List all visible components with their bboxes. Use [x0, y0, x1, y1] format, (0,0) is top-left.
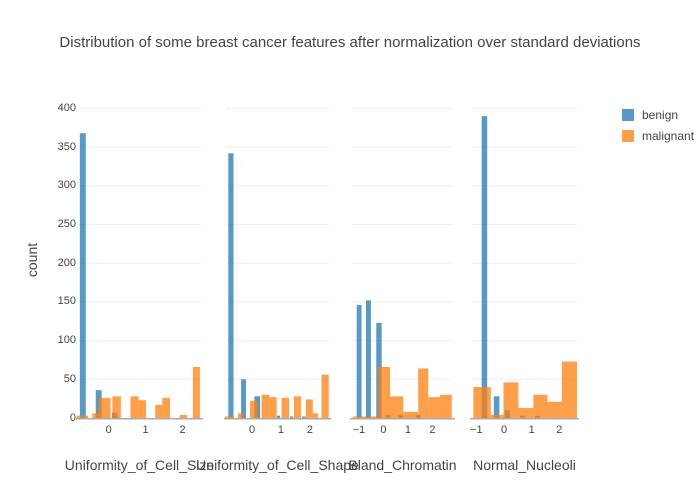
histogram-bar-malignant [490, 414, 504, 418]
x-axis-title-uniformity_of_cell_shape: Uniformity_of_Cell_Shape [196, 457, 359, 473]
histogram-bar-malignant [352, 416, 378, 418]
x-tick-label: 0 [500, 424, 508, 436]
histogram-bar-benign [356, 304, 362, 418]
histogram-bar-malignant [192, 366, 200, 418]
histogram-bar-malignant [403, 411, 419, 418]
histogram-bar-malignant [237, 413, 244, 418]
histogram-bar-malignant [473, 387, 491, 418]
histogram-bar-malignant [321, 374, 329, 418]
x-axis-title-bland_chromatin: Bland_Chromatin [348, 457, 457, 473]
histogram-bar-malignant [503, 382, 519, 418]
histogram-bar-benign [365, 300, 371, 418]
histogram-bar-malignant [293, 396, 301, 418]
histogram-bar-malignant [155, 404, 163, 418]
histogram-bar-malignant [561, 361, 577, 418]
histogram-bar-malignant [130, 396, 139, 418]
y-tick-label: 400 [57, 101, 76, 114]
legend-label: malignant [642, 129, 695, 143]
x-tick-label: 2 [556, 424, 563, 436]
histogram-bar-benign [481, 116, 488, 418]
histogram-bar-malignant [225, 416, 235, 418]
x-tick-label: 1 [528, 424, 535, 436]
x-tick-label: 1 [142, 424, 149, 436]
histogram-bar-malignant [76, 415, 88, 418]
histogram-bar-benign [302, 416, 306, 418]
histogram-bar-malignant [261, 394, 270, 418]
legend-label: benign [642, 108, 679, 122]
y-tick-label: 350 [57, 140, 76, 153]
x-tick-label: −1 [470, 424, 483, 436]
x-tick-label: 0 [380, 424, 387, 436]
y-tick-label: 250 [57, 218, 76, 230]
x-tick-label: 1 [404, 424, 411, 436]
histogram-bar-malignant [138, 400, 146, 418]
histogram-bar-benign [241, 379, 246, 418]
x-axis-title-normal_nucleoli: Normal_Nucleoli [473, 457, 576, 473]
histogram-bar-malignant [162, 397, 170, 418]
legend-item-benign[interactable]: benign [622, 108, 694, 122]
x-tick-label: 0 [248, 424, 256, 436]
legend-item-malignant[interactable]: malignant [622, 129, 694, 143]
histogram-bar-malignant [305, 399, 313, 418]
histogram-bar-benign [276, 415, 281, 418]
histogram-bar-benign [493, 396, 500, 418]
x-tick-label: 0 [105, 424, 112, 436]
histogram-bar-malignant [428, 397, 441, 418]
x-tick-label: 2 [306, 424, 313, 436]
legend-swatch-malignant [622, 130, 634, 142]
histogram-bar-malignant [547, 401, 562, 418]
histogram-bar-malignant [269, 397, 277, 418]
x-tick-label: 2 [429, 424, 436, 436]
y-tick-label: 150 [57, 295, 76, 308]
y-tick-label: 50 [63, 372, 76, 385]
x-axis-title-uniformity_of_cell_size: Uniformity_of_Cell_Size [64, 457, 215, 473]
histogram-bar-benign [228, 153, 234, 419]
histogram-bar-malignant [378, 366, 390, 418]
y-tick-label: 100 [57, 334, 76, 347]
histogram-bar-malignant [92, 413, 102, 418]
chart-title: Distribution of some breast cancer featu… [59, 34, 641, 51]
histogram-bar-malignant [98, 397, 111, 418]
y-tick-label: 200 [57, 256, 76, 269]
histogram-bar-malignant [389, 396, 404, 418]
histogram-bar-malignant [518, 407, 534, 418]
histogram-bar-benign [79, 133, 86, 418]
histogram-bar-malignant [112, 396, 121, 418]
y-tick-label: 0 [69, 411, 76, 424]
histogram-bar-malignant [281, 397, 290, 418]
x-tick-label: 1 [277, 424, 285, 436]
legend-swatch-benign [622, 109, 634, 121]
histogram-bar-malignant [418, 368, 429, 418]
histogram-bar-malignant [179, 414, 187, 418]
histogram-bar-benign [289, 416, 294, 418]
x-tick-label: 2 [179, 424, 186, 436]
legend: benign malignant [622, 108, 694, 150]
histogram-bar-malignant [312, 413, 319, 418]
x-tick-label: −1 [352, 424, 366, 436]
histogram-bar-malignant [533, 394, 548, 418]
histogram-bar-malignant [250, 400, 258, 418]
y-tick-label: 300 [57, 179, 76, 192]
histogram-bar-malignant [440, 394, 452, 418]
